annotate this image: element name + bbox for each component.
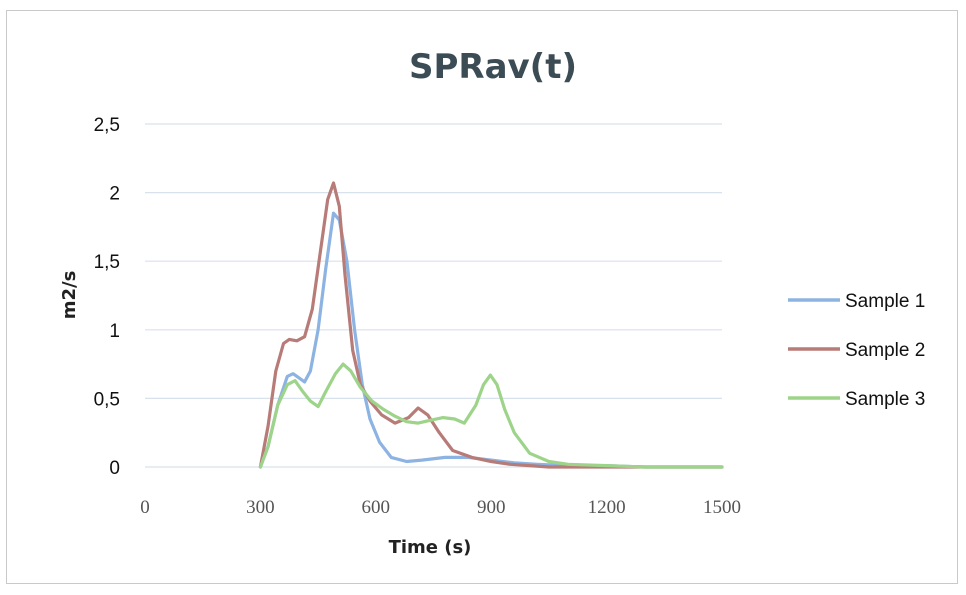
legend: Sample 1 Sample 2 Sample 3 — [788, 291, 925, 410]
y-axis-ticks: 0 0,5 1 1,5 2 2,5 — [94, 115, 120, 479]
x-tick-label: 900 — [477, 497, 506, 518]
y-tick-label: 2 — [109, 184, 120, 205]
y-tick-label: 0 — [109, 458, 120, 479]
series-lines — [258, 181, 724, 469]
legend-label: Sample 2 — [845, 340, 925, 361]
y-tick-label: 1,5 — [94, 252, 120, 273]
series-line-2 — [258, 181, 724, 469]
legend-label: Sample 1 — [845, 291, 925, 312]
x-tick-label: 300 — [246, 497, 275, 518]
x-axis-ticks: 0 300 600 900 1200 1500 — [140, 497, 741, 518]
y-axis-label: m2/s — [59, 271, 80, 320]
y-tick-label: 1 — [109, 321, 120, 342]
x-axis-label: Time (s) — [389, 537, 472, 558]
legend-label: Sample 3 — [845, 389, 925, 410]
x-tick-label: 1200 — [588, 497, 626, 518]
series-line-3 — [258, 362, 724, 469]
x-tick-label: 1500 — [703, 497, 741, 518]
y-tick-label: 2,5 — [94, 115, 120, 136]
y-tick-label: 0,5 — [94, 389, 120, 410]
x-tick-label: 0 — [140, 497, 150, 518]
chart-frame — [6, 10, 958, 584]
grid-lines — [145, 123, 722, 468]
chart-title: SPRav(t) — [409, 47, 577, 87]
series-line-1 — [258, 211, 724, 469]
x-tick-label: 600 — [362, 497, 391, 518]
